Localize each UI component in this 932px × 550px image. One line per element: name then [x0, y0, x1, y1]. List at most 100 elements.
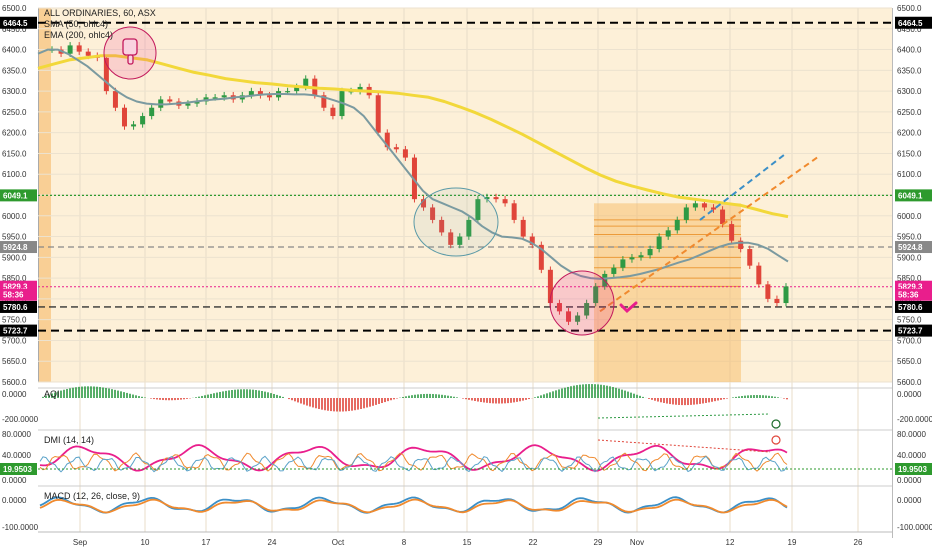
candle — [285, 91, 291, 93]
x-tick-label: Nov — [630, 538, 644, 547]
dmi-tick: 40.0000 — [897, 451, 926, 460]
candle — [584, 303, 590, 316]
y-tick-label-left: 6350.0 — [2, 66, 27, 75]
projection-zone — [594, 203, 741, 382]
hand-pointer-icon — [127, 54, 134, 65]
candle — [294, 86, 300, 92]
candle — [556, 303, 562, 312]
aqi-tick: -200.0000 — [897, 415, 932, 424]
y-tick-label-left: 6300.0 — [2, 87, 27, 96]
price-tag-right — [895, 241, 932, 254]
candle — [85, 51, 91, 56]
candle — [257, 91, 263, 96]
check-icon — [619, 301, 638, 314]
candle — [384, 132, 390, 148]
y-tick-label: 5600.0 — [897, 378, 922, 387]
y-tick-label: 5700.0 — [897, 336, 922, 345]
candle — [112, 91, 118, 108]
price-tag-label-left: 6464.5 — [3, 19, 28, 28]
x-tick-label: 17 — [202, 538, 211, 547]
candle — [502, 199, 508, 204]
dmi-value-tag-right — [895, 463, 932, 475]
candle — [330, 107, 336, 117]
x-tick-label: 19 — [788, 538, 797, 547]
candle — [194, 101, 200, 104]
candle — [747, 249, 753, 266]
y-tick-label: 6150.0 — [897, 149, 922, 158]
y-tick-label-left: 6250.0 — [2, 108, 27, 117]
y-tick-label-left: 5700.0 — [2, 336, 27, 345]
price-tag-label-right: 6464.5 — [898, 19, 923, 28]
macd-tick: -100.0000 — [897, 523, 932, 532]
candle — [484, 197, 490, 200]
y-tick-label: 6400.0 — [897, 46, 922, 55]
candle — [783, 286, 789, 304]
candle — [149, 107, 155, 117]
candle — [167, 99, 173, 102]
price-tag-label-right: 5924.8 — [898, 243, 923, 252]
price-tag-right — [895, 324, 932, 337]
candle — [303, 78, 309, 87]
y-tick-label: 5750.0 — [897, 316, 922, 325]
dmi-tick: 80.0000 — [897, 430, 926, 439]
candle — [638, 255, 644, 258]
candle — [493, 197, 499, 200]
candle — [457, 236, 463, 245]
dmi-label: DMI (14, 14) — [44, 435, 94, 445]
price-tag-left — [0, 16, 37, 29]
y-tick-label-left: 5600.0 — [2, 378, 27, 387]
x-tick-label: 24 — [268, 538, 277, 547]
x-tick-label: 22 — [529, 538, 538, 547]
sma-legend: SMA (50, ohlc4) — [44, 19, 108, 29]
candle — [701, 203, 707, 208]
price-tag-label-right: 5780.6 — [898, 303, 923, 312]
y-tick-label: 5850.0 — [897, 274, 922, 283]
aqi-label: AQI — [44, 389, 60, 399]
candle — [67, 45, 73, 54]
candle — [321, 95, 327, 108]
candle — [140, 116, 146, 125]
price-tag-left — [0, 288, 37, 301]
candle — [611, 267, 617, 274]
y-tick-label: 5900.0 — [897, 253, 922, 262]
highlight-ellipse — [413, 187, 499, 257]
candle — [729, 224, 735, 241]
price-tag-right — [895, 288, 932, 301]
x-tick-label: Oct — [332, 538, 345, 547]
y-tick-label-left: 6150.0 — [2, 149, 27, 158]
y-tick-label-left: 6400.0 — [2, 46, 27, 55]
y-tick-label: 6300.0 — [897, 87, 922, 96]
dmi-value-tag-left — [0, 463, 37, 475]
dmi-value-label-left: 19.9503 — [3, 465, 32, 474]
price-tag-label-left: 5924.8 — [3, 243, 28, 252]
candle — [575, 315, 581, 322]
x-tick-label: 8 — [402, 538, 407, 547]
y-tick-label-left: 5750.0 — [2, 316, 27, 325]
y-tick-label: 5950.0 — [897, 233, 922, 242]
price-tag-right — [895, 300, 932, 313]
x-tick-label: 26 — [854, 538, 863, 547]
candle — [448, 232, 454, 245]
candle — [711, 207, 717, 210]
y-tick-label-left: 6100.0 — [2, 170, 27, 179]
price-tag-left — [0, 241, 37, 254]
up-arrow-icon — [771, 419, 781, 429]
candle — [692, 203, 698, 208]
candle — [393, 147, 399, 150]
price-tag-left — [0, 324, 37, 337]
aqi-divergence-line — [597, 413, 771, 419]
y-tick-label: 6200.0 — [897, 129, 922, 138]
y-tick-label-left: 6000.0 — [2, 212, 27, 221]
candle — [620, 259, 626, 268]
candle — [357, 86, 363, 92]
y-tick-label: 6500.0 — [897, 4, 922, 13]
chart-title: ALL ORDINARIES, 60, ASX — [44, 8, 156, 18]
y-tick-label-left: 5850.0 — [2, 274, 27, 283]
candle — [475, 199, 481, 220]
candle — [593, 286, 599, 304]
y-tick-label: 6250.0 — [897, 108, 922, 117]
y-tick-label-left: 5900.0 — [2, 253, 27, 262]
price-tag-label-right: 58:36 — [898, 291, 919, 300]
